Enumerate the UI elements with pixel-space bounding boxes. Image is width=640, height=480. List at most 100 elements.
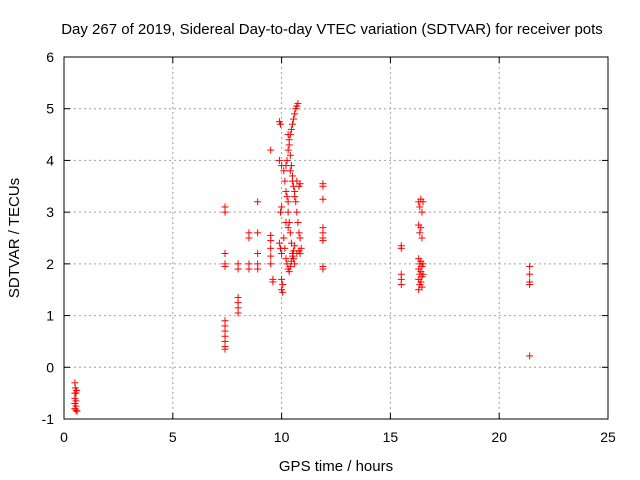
grid xyxy=(64,57,608,419)
data-point xyxy=(291,110,299,118)
y-tick-label: 2 xyxy=(46,256,54,272)
data-point xyxy=(293,208,301,216)
data-point xyxy=(296,234,304,242)
data-point xyxy=(267,260,275,268)
data-point xyxy=(280,234,288,242)
data-point xyxy=(287,162,295,170)
data-point xyxy=(282,187,290,195)
data-point xyxy=(284,131,292,139)
data-point xyxy=(319,182,327,190)
data-point xyxy=(245,265,253,273)
y-tick-label: 3 xyxy=(46,204,54,220)
data-point xyxy=(278,275,286,283)
data-point xyxy=(254,265,262,273)
x-tick-label: 25 xyxy=(600,429,616,445)
data-point xyxy=(286,151,294,159)
data-point xyxy=(526,352,534,360)
data-point xyxy=(280,167,288,175)
data-point xyxy=(419,270,427,278)
data-point xyxy=(397,244,405,252)
data-point xyxy=(415,286,423,294)
data-point xyxy=(275,239,283,247)
data-point xyxy=(279,281,287,289)
x-tick-label: 20 xyxy=(491,429,507,445)
data-point xyxy=(254,198,262,206)
x-axis-title: GPS time / hours xyxy=(279,458,393,475)
data-point xyxy=(526,281,534,289)
data-point xyxy=(287,257,295,265)
data-point xyxy=(221,208,229,216)
data-point xyxy=(296,180,304,188)
y-tick-label: 4 xyxy=(46,152,54,168)
data-point xyxy=(284,208,292,216)
data-point xyxy=(294,100,302,108)
x-tick-label: 10 xyxy=(274,429,290,445)
data-point xyxy=(279,288,287,296)
data-point xyxy=(267,237,275,245)
data-point xyxy=(254,229,262,237)
data-point xyxy=(292,198,300,206)
data-point xyxy=(267,146,275,154)
data-point xyxy=(526,270,534,278)
data-point xyxy=(296,250,304,258)
data-point xyxy=(290,115,298,123)
data-point xyxy=(291,242,299,250)
data-point xyxy=(286,167,294,175)
data-point xyxy=(277,120,285,128)
data-point xyxy=(294,218,302,226)
x-tick-label: 5 xyxy=(169,429,177,445)
data-point xyxy=(267,244,275,252)
data-point xyxy=(286,229,294,237)
y-tick-label: 0 xyxy=(46,359,54,375)
data-point xyxy=(281,177,289,185)
data-point xyxy=(287,125,295,133)
data-point xyxy=(291,193,299,201)
data-point xyxy=(283,193,291,201)
data-point xyxy=(419,198,427,206)
data-point xyxy=(277,208,285,216)
data-point xyxy=(297,244,305,252)
data-point xyxy=(417,224,425,232)
data-point xyxy=(285,268,293,276)
data-point xyxy=(284,198,292,206)
data-point xyxy=(281,244,289,252)
data-point xyxy=(234,265,242,273)
data-point xyxy=(284,146,292,154)
x-tick-label: 0 xyxy=(60,429,68,445)
data-point xyxy=(286,262,294,270)
data-points xyxy=(71,100,534,415)
data-point xyxy=(526,262,534,270)
data-point xyxy=(278,250,286,258)
data-point xyxy=(282,218,290,226)
y-tick-label: 1 xyxy=(46,308,54,324)
data-point xyxy=(288,252,296,260)
data-point xyxy=(234,309,242,317)
data-point xyxy=(285,141,293,149)
data-point xyxy=(319,237,327,245)
data-point xyxy=(221,345,229,353)
data-point xyxy=(269,278,277,286)
data-point xyxy=(284,224,292,232)
data-point xyxy=(397,281,405,289)
y-axis-title: SDTVAR / TECUs xyxy=(6,178,23,298)
data-point xyxy=(221,262,229,270)
data-point xyxy=(73,407,81,415)
data-point xyxy=(73,387,81,395)
data-point xyxy=(295,229,303,237)
data-point xyxy=(282,255,290,263)
plot-frame xyxy=(63,56,609,420)
y-tick-label: -1 xyxy=(42,411,55,427)
data-point xyxy=(418,234,426,242)
data-point xyxy=(416,229,424,237)
y-tick-label: 5 xyxy=(46,101,54,117)
axis-ticks: -1 0 1 2 3 4 5 6 0 5 10 15 20 25 xyxy=(42,49,616,445)
data-point xyxy=(278,203,286,211)
data-point xyxy=(416,203,424,211)
data-point xyxy=(288,120,296,128)
data-point xyxy=(267,252,275,260)
data-point xyxy=(319,195,327,203)
data-point xyxy=(254,250,262,258)
data-point xyxy=(418,208,426,216)
data-point xyxy=(419,260,427,268)
